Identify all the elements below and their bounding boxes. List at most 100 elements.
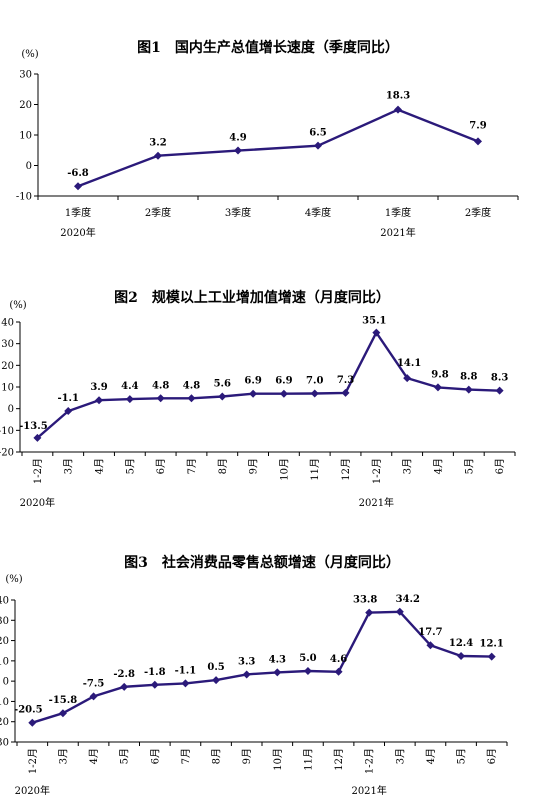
chart2-x-tick-label: 8月 (217, 458, 229, 474)
chart3-data-label: 3.3 (238, 656, 255, 667)
chart3-data-point (395, 607, 404, 616)
chart2-data-point (95, 396, 104, 405)
chart2-data-point (33, 433, 42, 442)
chart3-x-tick-label: 6月 (149, 748, 161, 764)
chart2-data-label: 4.4 (121, 381, 138, 392)
chart3-data-label: 12.1 (480, 639, 504, 650)
chart2-x-tick-label: 6月 (155, 458, 167, 474)
chart1-y-tick-label: 30 (19, 70, 32, 81)
chart2-x-tick-label: 3月 (402, 458, 414, 474)
chart2-year-label: 2021年 (359, 496, 394, 509)
chart2-year-label: 2020年 (20, 496, 55, 509)
chart2-data-label: 4.8 (183, 380, 200, 391)
chart2-data-label: -1.1 (57, 393, 79, 404)
chart1-x-tick-label: 4季度 (305, 206, 331, 219)
chart1-y-tick-label: 10 (19, 131, 32, 142)
chart2-x-tick-label: 6月 (494, 458, 506, 474)
chart3-x-tick-label: 4月 (425, 748, 437, 764)
chart2-data-label: -13.5 (19, 421, 48, 432)
chart1-x-tick-label: 2季度 (465, 206, 491, 219)
chart3-x-tick-label: 5月 (119, 748, 131, 764)
chart1-y-tick-label: -10 (16, 192, 32, 203)
chart2-y-tick-label: -20 (0, 448, 14, 459)
chart2-title: 图2 规模以上工业增加值增速（月度同比） (114, 289, 390, 306)
chart2-data-point (403, 374, 412, 383)
chart3-x-tick-label: 10月 (272, 748, 284, 771)
chart3-data-label: 33.8 (353, 595, 377, 606)
chart3-data-label: 34.2 (396, 594, 420, 605)
chart2-x-tick-label: 1-2月 (371, 458, 383, 484)
chart1-x-tick-label: 3季度 (225, 206, 251, 219)
chart2-x-tick-label: 4月 (432, 458, 444, 474)
chart2-data-label: 9.8 (431, 369, 448, 380)
chart3-data-label: -7.5 (83, 678, 105, 689)
chart3-data-label: -1.8 (144, 667, 166, 678)
chart2-data-label: 5.6 (214, 379, 231, 390)
chart1-data-label: 18.3 (386, 91, 410, 102)
chart3-data-point (28, 718, 37, 727)
chart1-data-point (154, 151, 162, 160)
chart2-y-tick-label: -10 (0, 426, 14, 437)
chart3-unit-label: (%) (5, 574, 22, 585)
chart2-data-point (372, 328, 381, 337)
chart2-x-tick-label: 12月 (340, 458, 352, 481)
chart2-data-point (249, 389, 258, 398)
chart1-y-tick-label: 20 (19, 100, 32, 111)
chart3-x-tick-label: 1-2月 (364, 748, 376, 774)
chart3-y-tick-label: 40 (0, 596, 9, 607)
chart3-data-point (457, 651, 466, 660)
chart3-x-tick-label: 4月 (88, 748, 100, 764)
chart1-series-line (77, 108, 479, 188)
chart3-y-tick-label: 20 (0, 636, 9, 647)
chart2-y-tick-label: 30 (1, 339, 14, 350)
chart1-data-point (234, 146, 242, 155)
chart3-y-tick-label: 30 (0, 616, 9, 627)
chart3-year-label: 2021年 (351, 784, 386, 797)
chart2-y-tick-label: 20 (1, 361, 14, 372)
chart3-series-line (31, 610, 492, 724)
chart3-y-tick-label: -30 (0, 738, 9, 749)
chart2-data-point (341, 388, 350, 397)
chart3-data-point (181, 679, 190, 688)
chart2-data-label: 6.9 (275, 376, 292, 387)
chart2-data-point (433, 383, 442, 392)
chart1-data-point (74, 182, 82, 191)
chart1-data-point (394, 105, 402, 114)
chart3-y-tick-label: -20 (0, 717, 9, 728)
chart2-y-tick-label: 10 (1, 383, 14, 394)
chart2-x-tick-label: 3月 (63, 458, 75, 474)
chart1-data-label: 4.9 (229, 133, 246, 144)
chart1-x-tick-label: 1季度 (65, 206, 91, 219)
chart3-data-label: -1.1 (175, 665, 197, 676)
chart1-unit-label: (%) (21, 49, 38, 60)
chart2-data-label: 4.8 (152, 380, 169, 391)
chart2-series-line (36, 331, 500, 439)
chart1-data-label: -6.8 (67, 168, 89, 179)
chart2-data-label: 7.3 (337, 375, 354, 386)
chart3-y-tick-label: 0 (3, 677, 9, 688)
chart3-data-point (334, 667, 343, 676)
chart2-y-tick-label: 40 (1, 318, 14, 329)
chart2-data-point (187, 394, 196, 403)
chart2-x-tick-label: 10月 (278, 458, 290, 481)
chart3-data-point (303, 667, 312, 675)
chart3-data-point (426, 641, 435, 650)
chart3-y-tick-label: -10 (0, 697, 9, 708)
chart2-data-label: 6.9 (244, 376, 261, 387)
chart3-data-point (365, 608, 374, 617)
chart2-data-label: 8.3 (491, 373, 508, 384)
chart3-data-point (242, 670, 251, 679)
chart3-data-label: -15.8 (49, 695, 78, 706)
chart3-x-tick-label: 12月 (333, 748, 345, 771)
chart1-data-label: 6.5 (309, 128, 326, 139)
chart3-x-tick-label: 8月 (211, 748, 223, 764)
chart2-x-tick-label: 11月 (309, 458, 321, 481)
chart2-data-label: 3.9 (90, 382, 107, 393)
chart2-data-label: 35.1 (362, 316, 386, 327)
chart3-data-point (58, 709, 67, 718)
chart2-data-point (310, 389, 319, 398)
chart1-year-label: 2020年 (60, 226, 95, 239)
chart3-x-tick-label: 7月 (180, 748, 192, 764)
chart2-y-tick-label: 0 (8, 404, 14, 415)
